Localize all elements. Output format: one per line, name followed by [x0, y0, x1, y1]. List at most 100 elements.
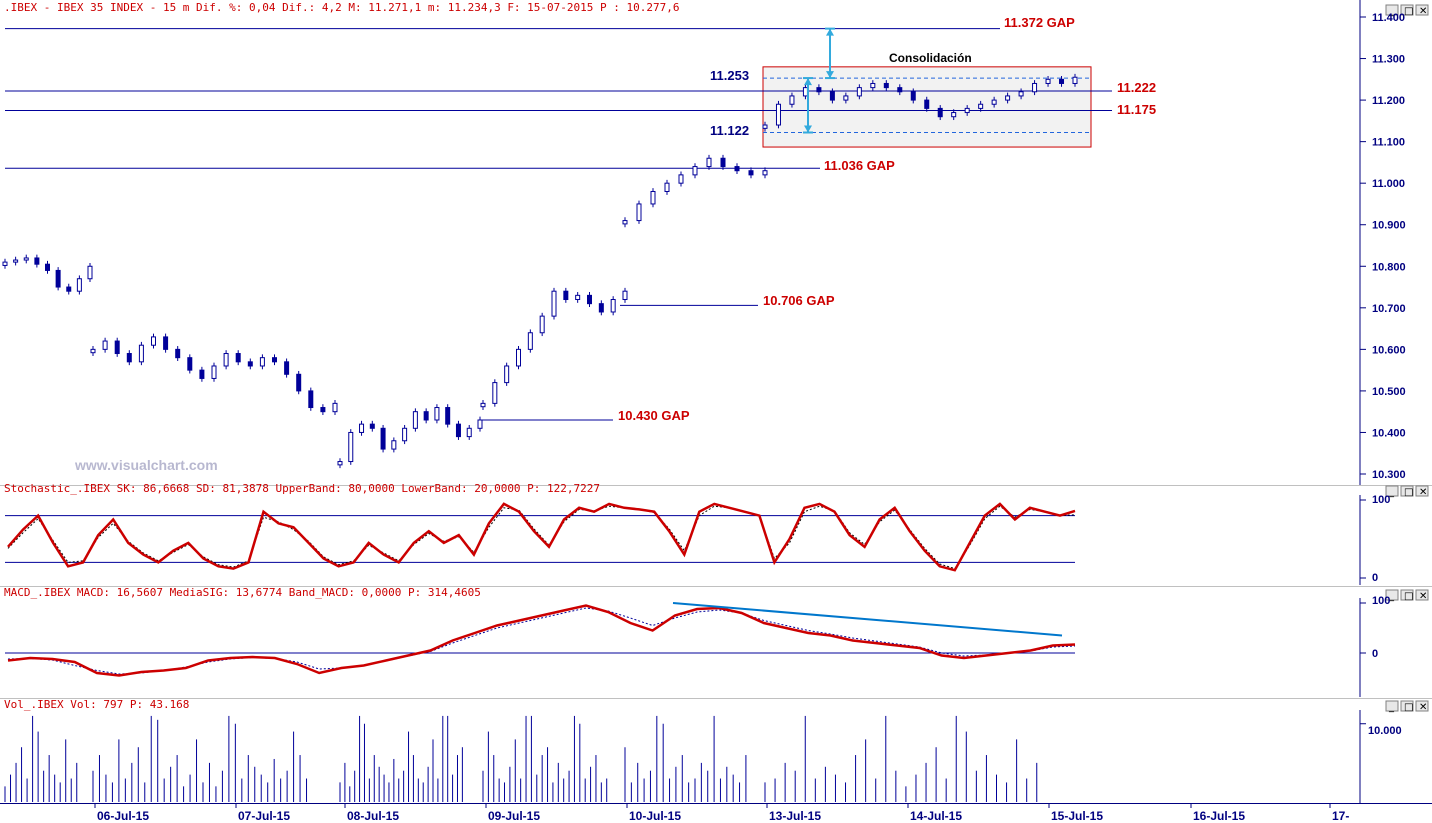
price-tick-label: 10.500: [1372, 386, 1406, 398]
candle-body: [102, 340, 108, 350]
candle-body: [126, 353, 132, 363]
candle-body: [223, 353, 229, 367]
candle-body: [1059, 78, 1065, 84]
date-label: 15-Jul-15: [1051, 809, 1103, 823]
candle-body: [380, 427, 386, 450]
gap-label-11372: 11.372 GAP: [1004, 15, 1075, 30]
candle-body: [1045, 78, 1051, 84]
date-label: 08-Jul-15: [347, 809, 399, 823]
candle-body: [587, 294, 592, 305]
candle-body: [391, 440, 397, 450]
candle-body: [13, 259, 19, 263]
gap-distance-arrow-head-bottom: [826, 71, 834, 79]
candle-body: [829, 91, 835, 101]
window-button-glyph: □: [1404, 591, 1413, 602]
level-label-11253: 11.253: [710, 68, 749, 83]
window-button-glyph: ✕: [1419, 702, 1427, 713]
candle-body: [527, 332, 533, 350]
candle-body: [991, 99, 997, 105]
candle-body: [34, 257, 40, 265]
candle-body: [775, 103, 781, 126]
candle-body: [937, 107, 943, 118]
consolidation-label: Consolidación: [889, 51, 972, 65]
price-tick-label: 11.400: [1372, 12, 1405, 24]
candle-body: [259, 357, 265, 367]
candle-body: [235, 353, 241, 363]
candle-body: [802, 87, 808, 97]
price-tick-label: 11.000: [1372, 178, 1405, 190]
window-button-glyph: ✕: [1419, 487, 1427, 498]
candle-body: [598, 303, 604, 313]
window-button-glyph: □: [1404, 702, 1413, 713]
candle-body: [622, 220, 628, 225]
candle-body: [332, 402, 338, 413]
candle-body: [348, 431, 354, 463]
window-button: [1400, 485, 1414, 497]
candle-body: [789, 95, 795, 105]
macd-trendline: [672, 602, 1063, 637]
candle-body: [187, 357, 193, 371]
window-button: [1415, 700, 1429, 712]
stochastic-plot: [5, 499, 1366, 579]
candle-body: [870, 82, 876, 89]
window-button-glyph: _: [1388, 591, 1395, 602]
candle-body: [199, 369, 205, 379]
candle-body: [445, 407, 451, 425]
candle-body: [692, 166, 698, 176]
date-label: 07-Jul-15: [238, 809, 290, 823]
candle-body: [816, 87, 822, 93]
candle-body: [466, 427, 472, 438]
volume-tick-10000: 10.000: [1368, 725, 1402, 737]
window-button: [1385, 4, 1399, 16]
candle-body: [551, 290, 557, 317]
window-button-glyph: □: [1404, 6, 1413, 17]
candle-body: [247, 361, 253, 367]
price-panel-header: .IBEX - IBEX 35 INDEX - 15 m Dif. %: 0,0…: [4, 1, 680, 14]
candle-body: [163, 336, 169, 350]
candle-body: [114, 340, 120, 355]
watermark: www.visualchart.com: [74, 457, 218, 473]
price-tick-label: 10.400: [1372, 427, 1406, 439]
window-button-glyph: _: [1388, 6, 1395, 17]
window-button: [1415, 4, 1429, 16]
window-button-glyph: ✕: [1419, 6, 1427, 17]
candle-body: [978, 103, 984, 109]
price-candles: [2, 73, 1078, 469]
window-button: [1385, 485, 1399, 497]
candle-body: [720, 157, 726, 168]
candle-body: [477, 419, 483, 429]
candle-body: [87, 265, 93, 280]
candle-body: [883, 82, 889, 89]
candle-body: [66, 286, 72, 292]
date-label: 14-Jul-15: [910, 809, 962, 823]
candle-body: [175, 348, 181, 359]
candle-body: [1018, 91, 1024, 97]
macd-line: [7, 604, 1076, 677]
candle-body: [320, 407, 326, 413]
gap-distance-arrow-head-top: [826, 28, 834, 36]
volume-panel-header: Vol_.IBEX Vol: 797 P: 43.168: [4, 698, 189, 711]
window-button: [1400, 4, 1414, 16]
gap-label-11036: 11.036 GAP: [824, 158, 895, 173]
window-button: [1385, 700, 1399, 712]
candle-body: [622, 290, 628, 301]
candle-body: [964, 107, 970, 114]
window-button: [1415, 485, 1429, 497]
candle-body: [678, 174, 684, 184]
candle-body: [504, 365, 510, 384]
stoch-tick-100: 100: [1372, 494, 1390, 506]
candle-body: [272, 357, 277, 363]
macd-plot: [5, 602, 1366, 677]
macd-tick-0: 0: [1372, 648, 1378, 660]
window-button-glyph: _: [1388, 487, 1395, 498]
macd-tick-100: 100: [1372, 595, 1390, 607]
volume-bars: [4, 715, 1366, 802]
window-buttons[interactable]: _ □ ✕ _ □ ✕ _ □ ✕ _ □ ✕: [1385, 4, 1429, 713]
candle-body: [434, 407, 440, 421]
window-button-glyph: □: [1404, 487, 1413, 498]
price-tick-label: 10.700: [1372, 303, 1406, 315]
candle-body: [856, 87, 862, 97]
candle-body: [359, 423, 365, 433]
price-range-arrows: [803, 27, 835, 134]
candle-body: [211, 365, 217, 379]
